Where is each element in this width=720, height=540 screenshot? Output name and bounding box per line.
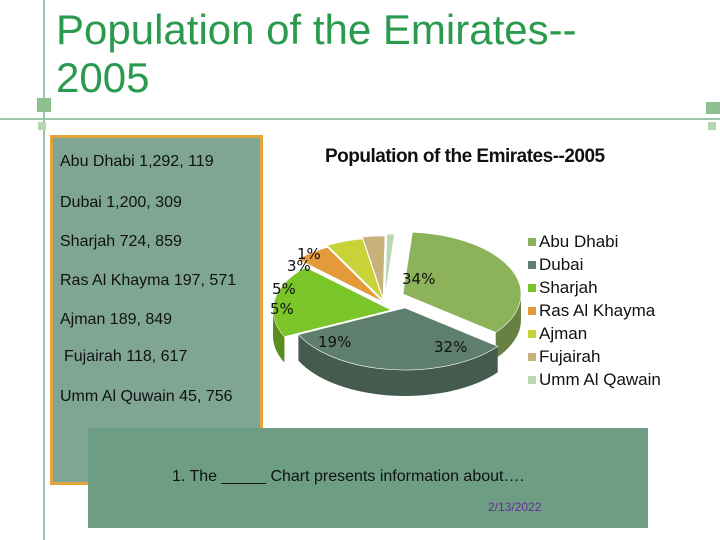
decor-square [38,122,46,130]
chart-title: Population of the Emirates--2005 [325,146,605,167]
pie-value-label-ajman: 5% [272,280,296,298]
legend-swatch [528,237,536,246]
pie-slice-side-dubai [298,334,498,396]
decor-square [37,98,51,112]
legend-label: Ras Al Khayma [539,300,656,320]
legend-label: Umm Al Qawain [539,369,661,389]
question-text: 1. The _____ Chart presents information … [172,468,524,485]
question-box [88,428,648,528]
legend-swatch [528,306,536,315]
pie-value-label-abu-dhabi: 34% [402,270,436,288]
pie-slice-ras-al-khayma [297,246,384,303]
legend-label: Sharjah [539,277,598,297]
pie-top-layer [272,231,522,371]
pie-slice-side-abu-dhabi [495,294,521,359]
legend-swatch [528,352,536,361]
pie-slice-dubai [297,307,499,371]
legend-swatch [528,329,536,338]
slide-title-line1: Population of the Emirates-- [56,6,577,53]
legend-item-umm-al-qawain: Umm Al Qawain [528,368,661,391]
pie-value-label-sharjah: 19% [318,333,352,351]
list-item-abu-dhabi: Abu Dhabi 1,292, 119 [60,153,214,170]
legend-item-abu-dhabi: Abu Dhabi [528,230,661,253]
legend-swatch [528,375,536,384]
decor-square [706,102,720,114]
legend-label: Dubai [539,254,584,274]
list-item-sharjah: Sharjah 724, 859 [60,233,182,250]
legend-item-dubai: Dubai [528,253,661,276]
decor-vertical-line [43,0,45,540]
list-item-dubai: Dubai 1,200, 309 [60,194,182,211]
slide-title-line2: 2005 [56,54,150,101]
chart-legend: Abu Dhabi Dubai Sharjah Ras Al Khayma Aj… [528,230,661,391]
slide-date: 2/13/2022 [488,500,542,514]
pie-slice-side-sharjah [273,310,285,363]
decor-horizontal-line [0,118,720,120]
legend-item-ajman: Ajman [528,322,661,345]
decor-square [708,122,716,130]
pie-value-label-umm-al-qawain: 1% [297,245,321,263]
population-list-panel [50,135,263,485]
pie-value-label-fujairah: 3% [287,257,311,275]
legend-swatch [528,260,536,269]
legend-item-ras-al-khayma: Ras Al Khayma [528,299,661,322]
legend-swatch [528,283,536,292]
pie-slice-fujairah [362,235,386,299]
list-item-ras-al-khayma: Ras Al Khayma 197, 571 [60,272,237,289]
pie-slice-umm-al-qawain [384,233,395,297]
legend-item-fujairah: Fujairah [528,345,661,368]
list-item-umm-al-quwain: Umm Al Quwain 45, 756 [60,388,233,405]
pie-slice-ajman [326,238,384,301]
legend-item-sharjah: Sharjah [528,276,661,299]
list-item-ajman: Ajman 189, 849 [60,311,173,328]
pie-slice-abu-dhabi [402,231,522,333]
pie-slice-sharjah [272,266,392,337]
slide-title: Population of the Emirates-- 2005 [56,6,656,102]
pie-depth-layer [273,294,521,396]
legend-label: Fujairah [539,346,601,366]
legend-label: Abu Dhabi [539,231,619,251]
pie-value-label-dubai: 32% [434,338,468,356]
pie-value-label-ras-al-khayma: 5% [270,300,294,318]
legend-label: Ajman [539,323,588,343]
list-item-fujairah: Fujairah 118, 617 [64,348,188,365]
